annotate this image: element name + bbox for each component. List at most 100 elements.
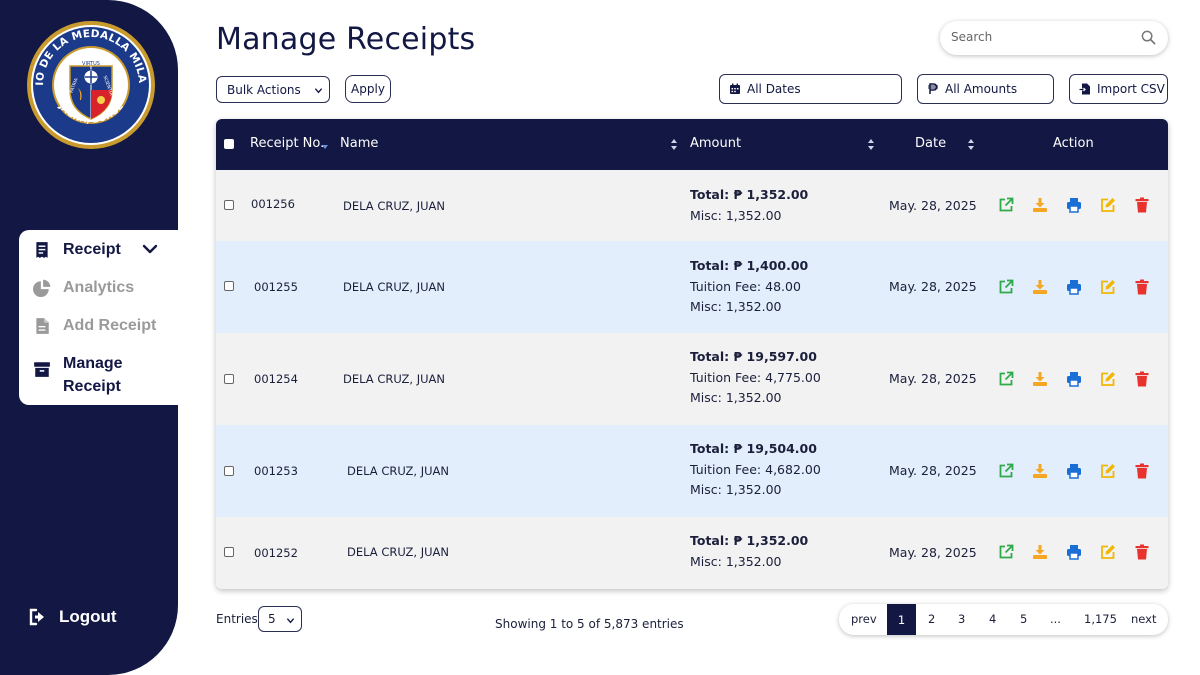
receipt-amount: Total: ₱ 1,352.00 Misc: 1,352.00 (690, 531, 808, 572)
row-actions (998, 544, 1168, 560)
logout-button[interactable]: Logout (28, 607, 117, 627)
open-icon[interactable] (998, 197, 1014, 213)
amount-line: Tuition Fee: 4,682.00 (690, 461, 821, 477)
receipt-name: DELA CRUZ, JUAN (347, 545, 450, 559)
sort-icon[interactable] (867, 138, 875, 151)
chevron-down-icon[interactable] (142, 241, 158, 257)
print-icon[interactable] (1066, 371, 1082, 387)
col-amount[interactable]: Amount (690, 136, 742, 151)
open-icon[interactable] (998, 544, 1014, 560)
edit-icon[interactable] (1100, 197, 1116, 213)
amount-total: Total: ₱ 1,400.00 (690, 258, 809, 273)
download-icon[interactable] (1032, 463, 1048, 479)
print-icon[interactable] (1066, 197, 1082, 213)
receipt-name: DELA CRUZ, JUAN (343, 372, 446, 386)
pagination-page-current[interactable]: 1 (887, 604, 916, 635)
receipt-amount: Total: ₱ 1,352.00 Misc: 1,352.00 (690, 185, 808, 226)
pagination-next[interactable]: next (1131, 612, 1157, 626)
delete-icon[interactable] (1134, 463, 1150, 479)
pagination-prev[interactable]: prev (851, 612, 877, 626)
open-icon[interactable] (998, 371, 1014, 387)
amount-total: Total: ₱ 1,352.00 (690, 187, 809, 202)
sort-icon[interactable] (670, 138, 678, 151)
receipt-no: 001256 (251, 197, 295, 211)
row-actions (998, 371, 1168, 387)
row-checkbox[interactable] (224, 281, 234, 291)
pagination-page[interactable]: 4 (989, 612, 997, 626)
svg-text:PATRIA: PATRIA (69, 77, 80, 94)
amount-line: Tuition Fee: 48.00 (690, 278, 801, 294)
col-receipt-no[interactable]: Receipt No. (250, 136, 325, 151)
row-checkbox[interactable] (224, 547, 234, 557)
peso-icon (928, 83, 938, 94)
row-checkbox[interactable] (224, 200, 234, 210)
col-action: Action (1053, 136, 1094, 151)
col-name[interactable]: Name (340, 136, 379, 151)
receipt-icon (36, 242, 48, 258)
download-icon[interactable] (1032, 197, 1048, 213)
print-icon[interactable] (1066, 544, 1082, 560)
entries-select[interactable]: 5 (258, 606, 302, 632)
download-icon[interactable] (1032, 544, 1048, 560)
all-amounts-filter[interactable]: All Amounts (917, 74, 1054, 104)
amount-line: Misc: 1,352.00 (690, 390, 782, 405)
row-checkbox[interactable] (224, 374, 234, 384)
delete-icon[interactable] (1134, 279, 1150, 295)
svg-text:VIRTUS: VIRTUS (82, 61, 100, 67)
table-header: Receipt No. Name Amount Date Action (216, 119, 1168, 170)
col-date[interactable]: Date (915, 136, 947, 151)
edit-icon[interactable] (1100, 544, 1116, 560)
sidebar-item-label: Manage Receipt (63, 355, 123, 395)
print-icon[interactable] (1066, 279, 1082, 295)
search-input[interactable] (951, 30, 1131, 44)
delete-icon[interactable] (1134, 371, 1150, 387)
sort-desc-icon[interactable] (321, 138, 329, 151)
select-all-checkbox[interactable] (224, 139, 234, 149)
receipt-date: May. 28, 2025 (889, 279, 977, 294)
file-import-icon (1079, 83, 1090, 95)
sidebar-item-analytics[interactable]: Analytics (33, 278, 134, 299)
delete-icon[interactable] (1134, 197, 1150, 213)
row-actions (998, 463, 1168, 479)
sidebar-item-add-receipt[interactable]: Add Receipt (33, 316, 156, 337)
print-icon[interactable] (1066, 463, 1082, 479)
all-dates-filter[interactable]: All Dates (719, 74, 902, 104)
download-icon[interactable] (1032, 279, 1048, 295)
import-csv-button[interactable]: Import CSV (1069, 74, 1168, 104)
amount-total: Total: ₱ 1,352.00 (690, 533, 809, 548)
page-title: Manage Receipts (216, 22, 476, 57)
apply-button[interactable]: Apply (345, 75, 391, 103)
table-row: 001252 DELA CRUZ, JUAN Total: ₱ 1,352.00… (216, 517, 1168, 589)
file-icon (36, 318, 49, 334)
sort-icon[interactable] (967, 138, 975, 151)
edit-icon[interactable] (1100, 463, 1116, 479)
pagination-page[interactable]: 5 (1020, 612, 1028, 626)
delete-icon[interactable] (1134, 544, 1150, 560)
search-box (940, 21, 1168, 55)
edit-icon[interactable] (1100, 371, 1116, 387)
sidebar-item-label: Analytics (63, 279, 135, 296)
receipt-no: 001253 (254, 464, 298, 478)
pagination-page-last[interactable]: 1,175 (1084, 612, 1117, 626)
sidebar-item-receipt[interactable]: Receipt (33, 240, 121, 261)
amount-line: Misc: 1,352.00 (690, 299, 782, 314)
showing-entries-text: Showing 1 to 5 of 5,873 entries (495, 617, 684, 631)
receipt-amount: Total: ₱ 1,400.00 Tuition Fee: 48.00 Mis… (690, 256, 808, 318)
amount-line: Tuition Fee: 4,775.00 (690, 369, 821, 385)
open-icon[interactable] (998, 463, 1014, 479)
row-checkbox[interactable] (224, 466, 234, 476)
open-icon[interactable] (998, 279, 1014, 295)
sidebar-item-label: Receipt (63, 241, 121, 258)
receipt-name: DELA CRUZ, JUAN (343, 280, 446, 294)
edit-icon[interactable] (1100, 279, 1116, 295)
bulk-actions-select[interactable]: Bulk Actions (216, 76, 330, 103)
pagination-page[interactable]: 2 (928, 612, 936, 626)
sidebar-item-manage-receipt[interactable]: Manage Receipt (33, 354, 143, 398)
search-icon[interactable] (1141, 30, 1156, 45)
table-row: 001256 DELA CRUZ, JUAN Total: ₱ 1,352.00… (216, 170, 1168, 241)
receipt-no: 001255 (254, 280, 298, 294)
pagination-page[interactable]: 3 (958, 612, 966, 626)
amount-total: Total: ₱ 19,597.00 (690, 349, 817, 364)
receipt-amount: Total: ₱ 19,504.00 Tuition Fee: 4,682.00… (690, 439, 821, 501)
download-icon[interactable] (1032, 371, 1048, 387)
